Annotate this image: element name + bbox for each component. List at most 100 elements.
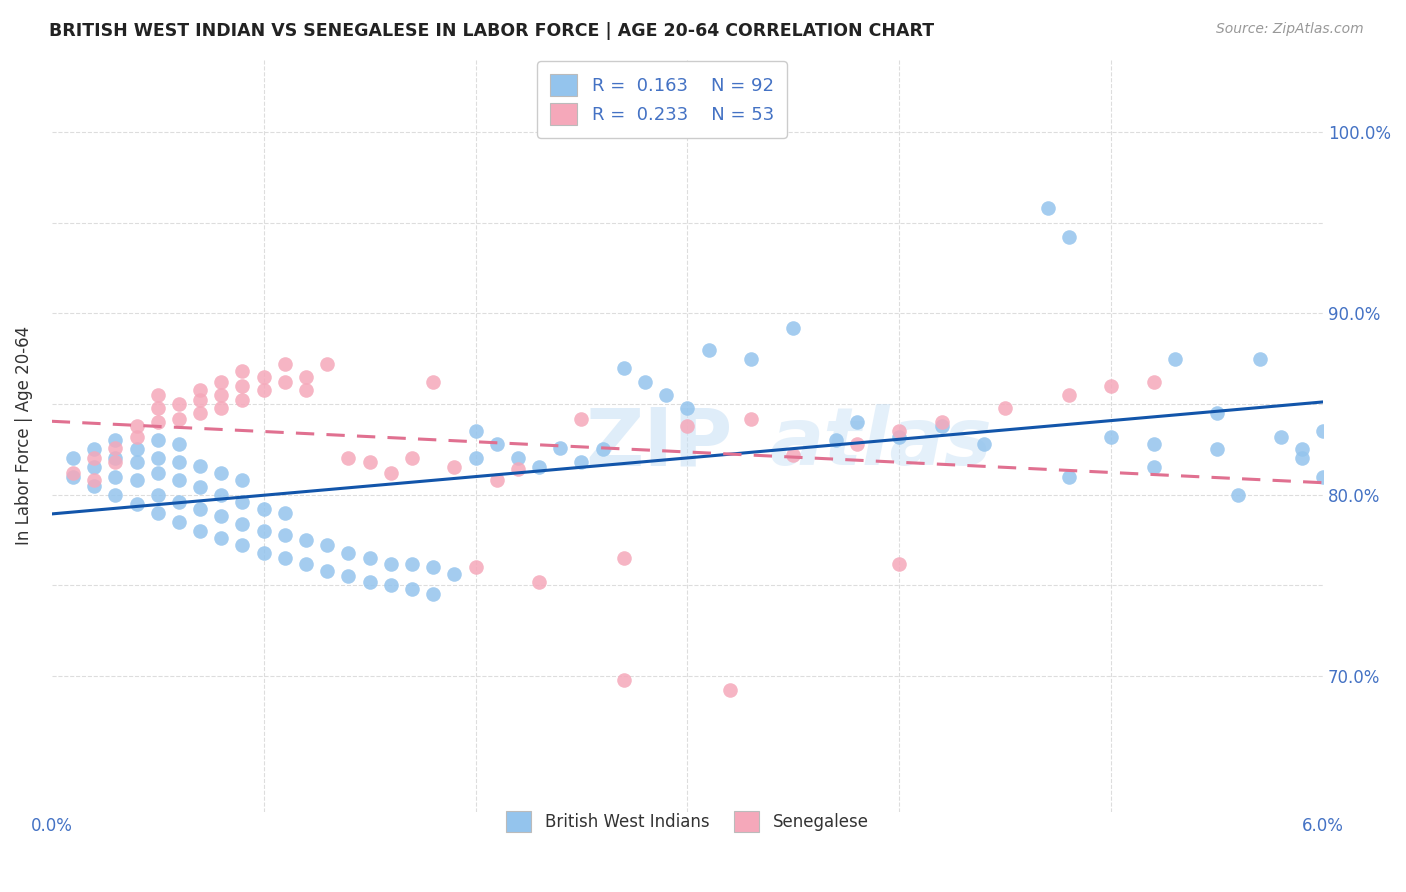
Point [592,442,614,457]
Point [167,437,190,451]
Point [167,515,190,529]
Point [274,357,297,371]
Point [337,569,360,583]
Point [1099,379,1122,393]
Point [104,441,127,455]
Point [295,369,318,384]
Point [104,455,127,469]
Point [253,369,276,384]
Point [125,442,148,457]
Legend: British West Indians, Senegalese: British West Indians, Senegalese [494,798,882,845]
Point [527,574,550,589]
Point [231,364,253,378]
Point [167,397,190,411]
Point [676,401,699,415]
Point [188,458,211,473]
Point [83,478,105,492]
Point [253,546,276,560]
Point [146,488,169,502]
Point [1142,437,1164,451]
Point [125,473,148,487]
Point [209,376,232,390]
Point [104,434,127,448]
Point [380,466,402,480]
Text: atlas: atlas [770,404,993,483]
Point [527,460,550,475]
Point [188,406,211,420]
Point [104,451,127,466]
Point [464,424,486,438]
Point [1227,488,1250,502]
Point [316,357,339,371]
Point [889,424,911,438]
Point [104,469,127,483]
Point [274,527,297,541]
Point [1312,469,1334,483]
Point [380,557,402,571]
Point [1142,460,1164,475]
Point [146,401,169,415]
Point [167,455,190,469]
Point [973,437,995,451]
Point [401,451,423,466]
Point [846,437,869,451]
Point [464,451,486,466]
Point [274,551,297,566]
Point [188,393,211,408]
Point [231,538,253,552]
Point [464,560,486,574]
Point [1206,442,1229,457]
Y-axis label: In Labor Force | Age 20-64: In Labor Force | Age 20-64 [15,326,32,545]
Point [931,415,953,429]
Point [1057,388,1080,402]
Point [485,473,508,487]
Point [125,430,148,444]
Point [188,524,211,538]
Point [485,437,508,451]
Text: ZIP: ZIP [586,404,733,483]
Point [359,551,381,566]
Point [231,379,253,393]
Point [188,383,211,397]
Point [824,434,846,448]
Point [62,466,84,480]
Point [209,509,232,524]
Point [231,393,253,408]
Point [83,460,105,475]
Point [422,587,444,601]
Point [253,524,276,538]
Point [1206,406,1229,420]
Point [359,455,381,469]
Point [167,411,190,425]
Point [209,466,232,480]
Point [1057,230,1080,244]
Point [125,455,148,469]
Point [550,441,572,455]
Point [231,495,253,509]
Point [125,418,148,433]
Point [634,376,657,390]
Point [889,557,911,571]
Point [655,388,678,402]
Point [613,673,636,687]
Text: Source: ZipAtlas.com: Source: ZipAtlas.com [1216,22,1364,37]
Point [889,430,911,444]
Point [253,502,276,516]
Point [337,451,360,466]
Point [337,546,360,560]
Point [125,497,148,511]
Point [295,557,318,571]
Point [231,473,253,487]
Point [104,488,127,502]
Point [209,488,232,502]
Point [1164,351,1187,366]
Point [1036,201,1059,215]
Point [676,418,699,433]
Point [316,564,339,578]
Point [1057,469,1080,483]
Point [295,533,318,547]
Point [83,473,105,487]
Point [380,578,402,592]
Point [83,451,105,466]
Point [506,462,529,476]
